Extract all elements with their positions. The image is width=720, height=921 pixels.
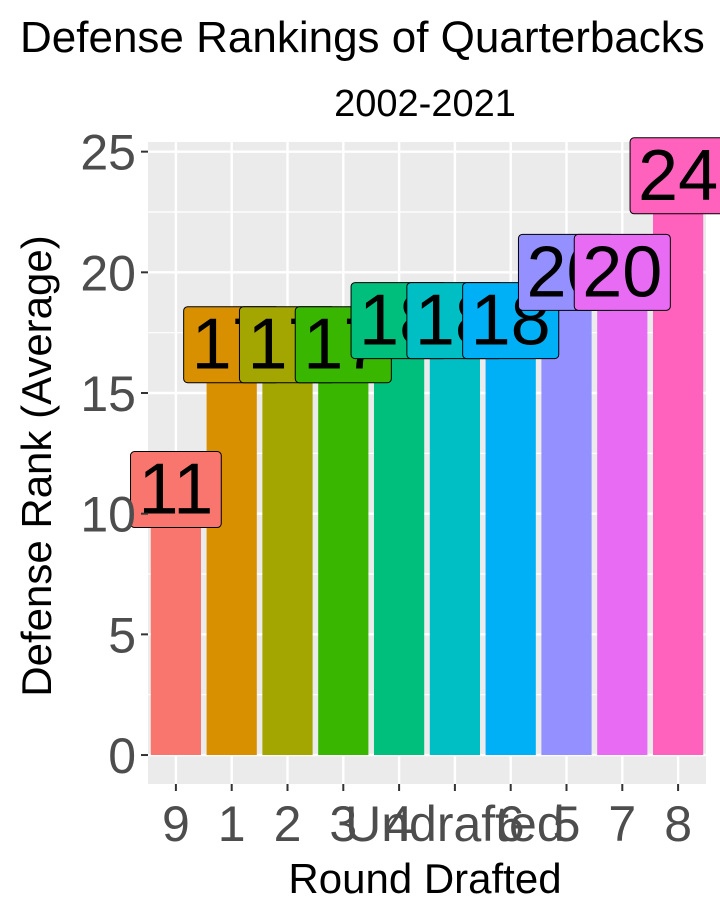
x-tick-label: 7	[608, 796, 636, 852]
y-tick-label: 15	[80, 366, 136, 422]
bar	[373, 320, 425, 756]
data-label-value: 24	[638, 136, 718, 216]
x-axis-title: Round Drafted	[288, 855, 561, 902]
data-label-box	[573, 233, 671, 311]
x-tick-label: 1	[218, 796, 246, 852]
bar	[262, 344, 313, 756]
bar	[206, 344, 257, 756]
x-tick-label: 4	[385, 796, 413, 852]
y-tick-label: 10	[80, 487, 136, 543]
y-axis-title: Defense Rank (Average)	[13, 235, 60, 696]
x-tick-label: Undrafted	[345, 796, 565, 852]
x-tick-label: 2	[274, 796, 302, 852]
x-tick-label: 6	[497, 796, 525, 852]
x-tick-label: 9	[162, 796, 190, 852]
data-label-box	[629, 137, 720, 215]
bar	[318, 344, 369, 756]
bar	[150, 489, 202, 756]
bar	[597, 272, 648, 756]
bar	[485, 320, 536, 756]
y-tick-label: 25	[80, 125, 136, 181]
bar	[429, 320, 481, 756]
y-tick-label: 20	[80, 245, 136, 301]
data-label: 11	[130, 450, 222, 530]
x-tick-label: 8	[664, 796, 692, 852]
y-tick-label: 0	[108, 728, 136, 784]
x-tick-label: 3	[329, 796, 357, 852]
data-label-value: 20	[582, 232, 662, 312]
y-axis: 0 5 10 15 20 25	[80, 125, 148, 784]
y-tick-label: 5	[108, 607, 136, 663]
data-label-box	[130, 451, 222, 529]
chart-title: Defense Rankings of Quarterbacks	[20, 13, 705, 62]
chart-subtitle: 2002-2021	[334, 83, 516, 125]
data-label-value: 11	[139, 450, 214, 530]
data-label: 20	[573, 232, 671, 312]
data-label: 24	[629, 136, 720, 216]
bars	[150, 175, 704, 756]
x-tick-label: 5	[553, 796, 581, 852]
